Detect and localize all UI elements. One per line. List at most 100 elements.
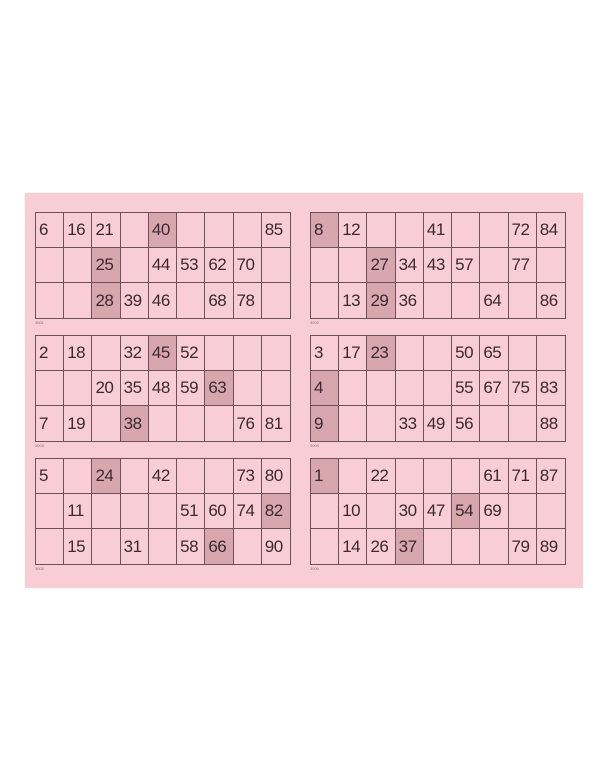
bingo-card: 2 18 32 45 52 20 35 48 59 63 7 19 38 76 81 3003 (35, 335, 291, 449)
card-serial-number: 3002 (310, 320, 319, 325)
number-cell: 60 (205, 494, 234, 529)
number-cell: 76 (234, 406, 262, 441)
empty-cell (149, 406, 178, 441)
empty-cell (339, 371, 368, 406)
empty-cell (423, 336, 453, 371)
empty-cell (64, 283, 93, 318)
number-cell: 84 (536, 213, 565, 248)
empty-cell (92, 494, 121, 529)
empty-cell (233, 336, 262, 371)
number-cell: 48 (148, 371, 178, 406)
bingo-grid: 5 24 42 73 80 11 51 60 74 82 15 31 58 66 90 (35, 458, 291, 565)
bingo-card: 8 12 41 72 84 27 34 43 57 77 13 29 36 64 86 3002 (310, 212, 566, 326)
number-cell: 90 (264, 536, 283, 556)
number-cell: 70 (233, 248, 262, 283)
number-cell: 12 (339, 213, 368, 248)
bingo-card: 5 24 42 73 80 11 51 60 74 82 15 31 58 66 90 3005 (35, 458, 291, 572)
number-cell: 49 (424, 406, 453, 441)
empty-cell (177, 459, 206, 494)
number-cell: 13 (339, 283, 368, 318)
number-cell: 22 (367, 459, 396, 494)
empty-cell (177, 213, 206, 248)
empty-cell (205, 213, 234, 248)
number-cell: 72 (508, 213, 537, 248)
empty-cell (367, 406, 396, 441)
empty-cell (423, 459, 453, 494)
number-cell: 88 (539, 413, 558, 433)
empty-cell (480, 406, 509, 441)
empty-cell (261, 248, 290, 283)
marked-number-cell: 66 (205, 529, 234, 564)
empty-cell (509, 406, 537, 441)
marked-number-cell: 29 (367, 283, 396, 318)
empty-cell (508, 336, 537, 371)
number-cell: 77 (508, 248, 537, 283)
empty-cell (311, 529, 340, 564)
marked-number-cell: 4 (311, 371, 340, 406)
number-cell: 59 (177, 371, 206, 406)
empty-cell (367, 494, 396, 529)
bingo-card: 6 16 21 40 85 25 44 53 62 70 28 39 46 68 78 3001 (35, 212, 291, 326)
number-cell: 32 (120, 336, 149, 371)
empty-cell (64, 459, 93, 494)
empty-cell (395, 213, 424, 248)
number-cell: 33 (396, 406, 424, 441)
empty-cell (36, 529, 65, 564)
number-cell: 50 (452, 336, 481, 371)
empty-cell (261, 371, 290, 406)
empty-cell (424, 283, 453, 318)
number-cell: 20 (92, 371, 121, 406)
empty-cell (311, 494, 340, 529)
number-cell: 36 (396, 283, 424, 318)
empty-cell (480, 213, 509, 248)
empty-cell (509, 283, 537, 318)
empty-cell (149, 529, 178, 564)
number-cell: 56 (452, 406, 481, 441)
empty-cell (339, 459, 368, 494)
empty-cell (261, 336, 290, 371)
marked-number-cell: 63 (205, 371, 234, 406)
card-serial-number: 3004 (310, 443, 319, 448)
empty-cell (233, 371, 262, 406)
marked-number-cell: 40 (148, 213, 178, 248)
number-cell: 19 (64, 406, 93, 441)
empty-cell (120, 213, 149, 248)
empty-cell (234, 529, 262, 564)
empty-cell (452, 529, 481, 564)
bingo-card: 1 22 61 71 87 10 30 47 54 69 14 26 37 79 89 3006 (310, 458, 566, 572)
empty-cell (177, 406, 206, 441)
empty-cell (367, 213, 396, 248)
marked-number-cell: 54 (452, 494, 481, 529)
number-cell: 83 (536, 371, 565, 406)
bingo-grid: 6 16 21 40 85 25 44 53 62 70 28 39 46 68 78 (35, 212, 291, 319)
number-cell: 2 (36, 336, 65, 371)
marked-number-cell: 38 (120, 406, 149, 441)
empty-cell (120, 494, 149, 529)
empty-cell (395, 371, 424, 406)
marked-number-cell: 8 (311, 213, 340, 248)
number-cell: 69 (480, 494, 509, 529)
empty-cell (480, 248, 509, 283)
marked-number-cell: 24 (92, 459, 121, 494)
marked-number-cell: 27 (367, 248, 396, 283)
empty-cell (205, 336, 234, 371)
empty-cell (233, 213, 262, 248)
marked-number-cell: 1 (311, 459, 340, 494)
empty-cell (311, 283, 340, 318)
empty-cell (395, 459, 424, 494)
empty-cell (536, 248, 565, 283)
bingo-grid: 2 18 32 45 52 20 35 48 59 63 7 19 38 76 81 (35, 335, 291, 442)
empty-cell (148, 494, 178, 529)
number-cell: 17 (339, 336, 368, 371)
number-cell: 30 (395, 494, 424, 529)
empty-cell (92, 529, 121, 564)
number-cell: 15 (64, 529, 93, 564)
empty-cell (120, 459, 149, 494)
card-serial-number: 3005 (35, 566, 44, 571)
number-cell: 87 (536, 459, 565, 494)
marked-number-cell: 28 (92, 283, 121, 318)
marked-number-cell: 37 (395, 529, 424, 564)
empty-cell (452, 283, 481, 318)
number-cell: 10 (339, 494, 368, 529)
number-cell: 7 (36, 406, 65, 441)
